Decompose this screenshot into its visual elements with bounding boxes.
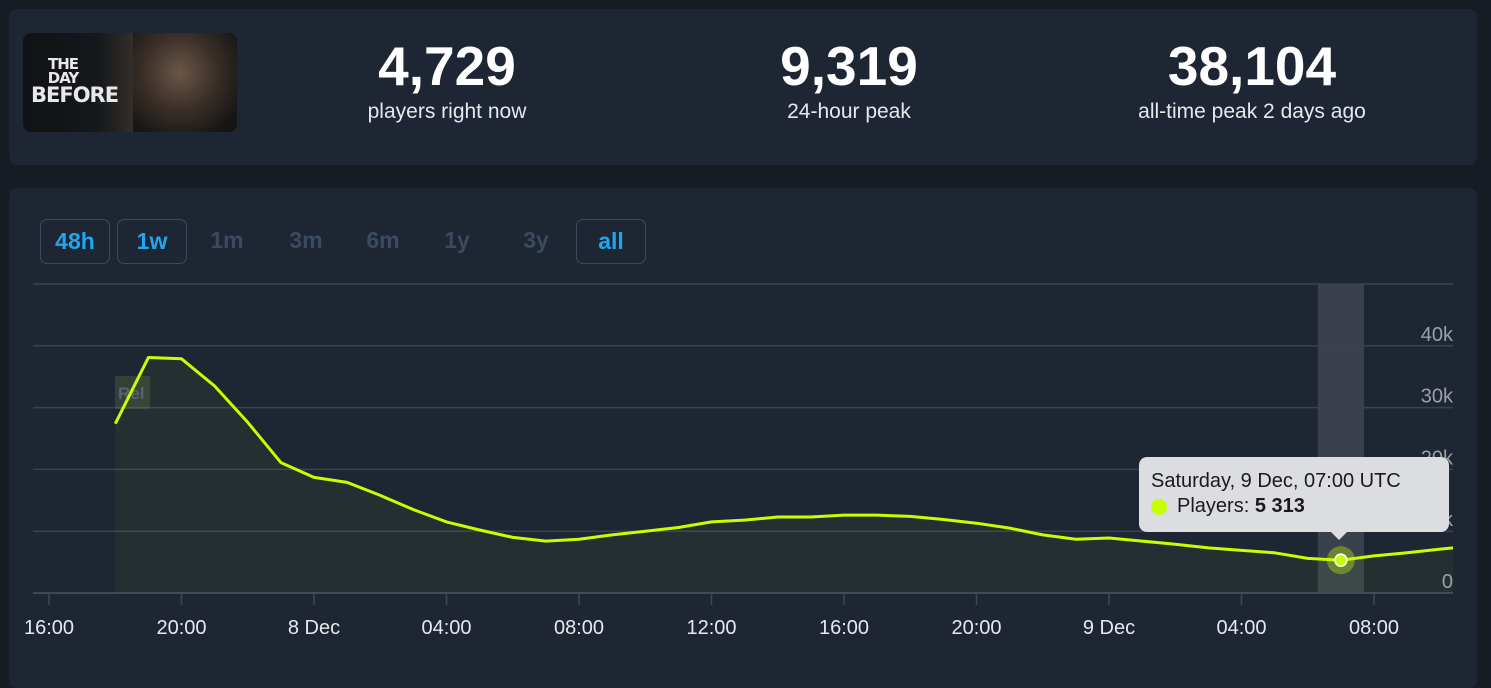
series-line-players	[113, 356, 1454, 562]
x-tick-label: 8 Dec	[288, 617, 340, 639]
tooltip-series-label: Players:	[1177, 495, 1250, 517]
x-tick-label: 16:00	[819, 617, 869, 639]
chart-card	[9, 188, 1477, 688]
stat-value: 38,104	[1167, 35, 1337, 97]
peak-24h-stat: 9,319 24-hour peak	[669, 38, 1029, 124]
stat-value: 9,319	[780, 35, 918, 97]
range-button-48h[interactable]: 48h	[40, 219, 110, 264]
range-button-all[interactable]: all	[576, 219, 646, 264]
series-color-dot	[1151, 498, 1167, 515]
chart-tooltip: Saturday, 9 Dec, 07:00 UTC Players: 5 31…	[1139, 457, 1449, 540]
range-button-3y[interactable]: 3y	[523, 227, 549, 253]
x-tick-label: 04:00	[1216, 617, 1266, 639]
y-tick-label: 40k	[1421, 324, 1454, 346]
hovered-data-point	[1334, 553, 1348, 567]
stat-value: 4,729	[378, 35, 516, 97]
range-button-3m[interactable]: 3m	[289, 227, 323, 253]
range-button-1y[interactable]: 1y	[444, 227, 470, 253]
x-tick-label: 20:00	[951, 617, 1001, 639]
stat-label: 24-hour peak	[787, 100, 911, 123]
x-tick-label: 9 Dec	[1083, 617, 1135, 639]
x-tick-label: 12:00	[686, 617, 736, 639]
stat-label: all-time peak 2 days ago	[1138, 100, 1366, 123]
all-time-peak-stat: 38,104 all-time peak 2 days ago	[1072, 38, 1432, 124]
stat-label: players right now	[367, 100, 527, 123]
range-button-1m[interactable]: 1m	[210, 227, 244, 253]
x-tick-label: 16:00	[24, 617, 74, 639]
x-tick-label: 08:00	[1349, 617, 1399, 639]
character-portrait	[133, 33, 237, 132]
game-thumbnail[interactable]: THE DAY BEFORE	[23, 33, 237, 132]
x-tick-label: 20:00	[156, 617, 206, 639]
hover-band	[1317, 284, 1364, 593]
series-area	[115, 357, 1453, 593]
tooltip-title: Saturday, 9 Dec, 07:00 UTC	[1151, 470, 1401, 492]
range-button-1w[interactable]: 1w	[117, 219, 187, 264]
x-tick-label: 04:00	[421, 617, 471, 639]
stats-card	[9, 9, 1477, 165]
x-tick-label: 08:00	[554, 617, 604, 639]
tooltip-value: 5 313	[1254, 495, 1305, 517]
range-button-6m[interactable]: 6m	[366, 227, 400, 253]
current-players-stat: 4,729 players right now	[267, 38, 627, 124]
y-tick-label: 0	[1442, 571, 1453, 593]
y-tick-label: 30k	[1421, 386, 1454, 408]
